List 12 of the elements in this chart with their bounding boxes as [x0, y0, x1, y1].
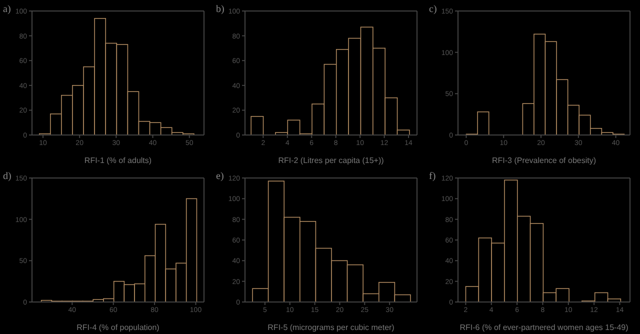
x-axis-title: RFI-2 (Litres per capita (15+)): [278, 156, 384, 165]
chart-title: e): [216, 171, 224, 182]
x-axis-title: RFI-6 (% of ever-partnered women ages 15-49): [460, 323, 629, 332]
x-axis-title: RFI-1 (% of adults): [84, 156, 152, 165]
chart-title: c): [429, 4, 437, 15]
x-axis-title: RFI-3 (Prevalence of obesity): [492, 156, 596, 165]
chart-title: d): [3, 171, 12, 182]
chart-title: a): [3, 4, 11, 15]
chart-title: f): [429, 171, 436, 182]
chart-title: b): [216, 4, 224, 15]
x-axis-title: RFI-4 (% of population): [76, 323, 160, 332]
x-axis-title: RFI-5 (micrograms per cubic meter): [268, 323, 395, 332]
